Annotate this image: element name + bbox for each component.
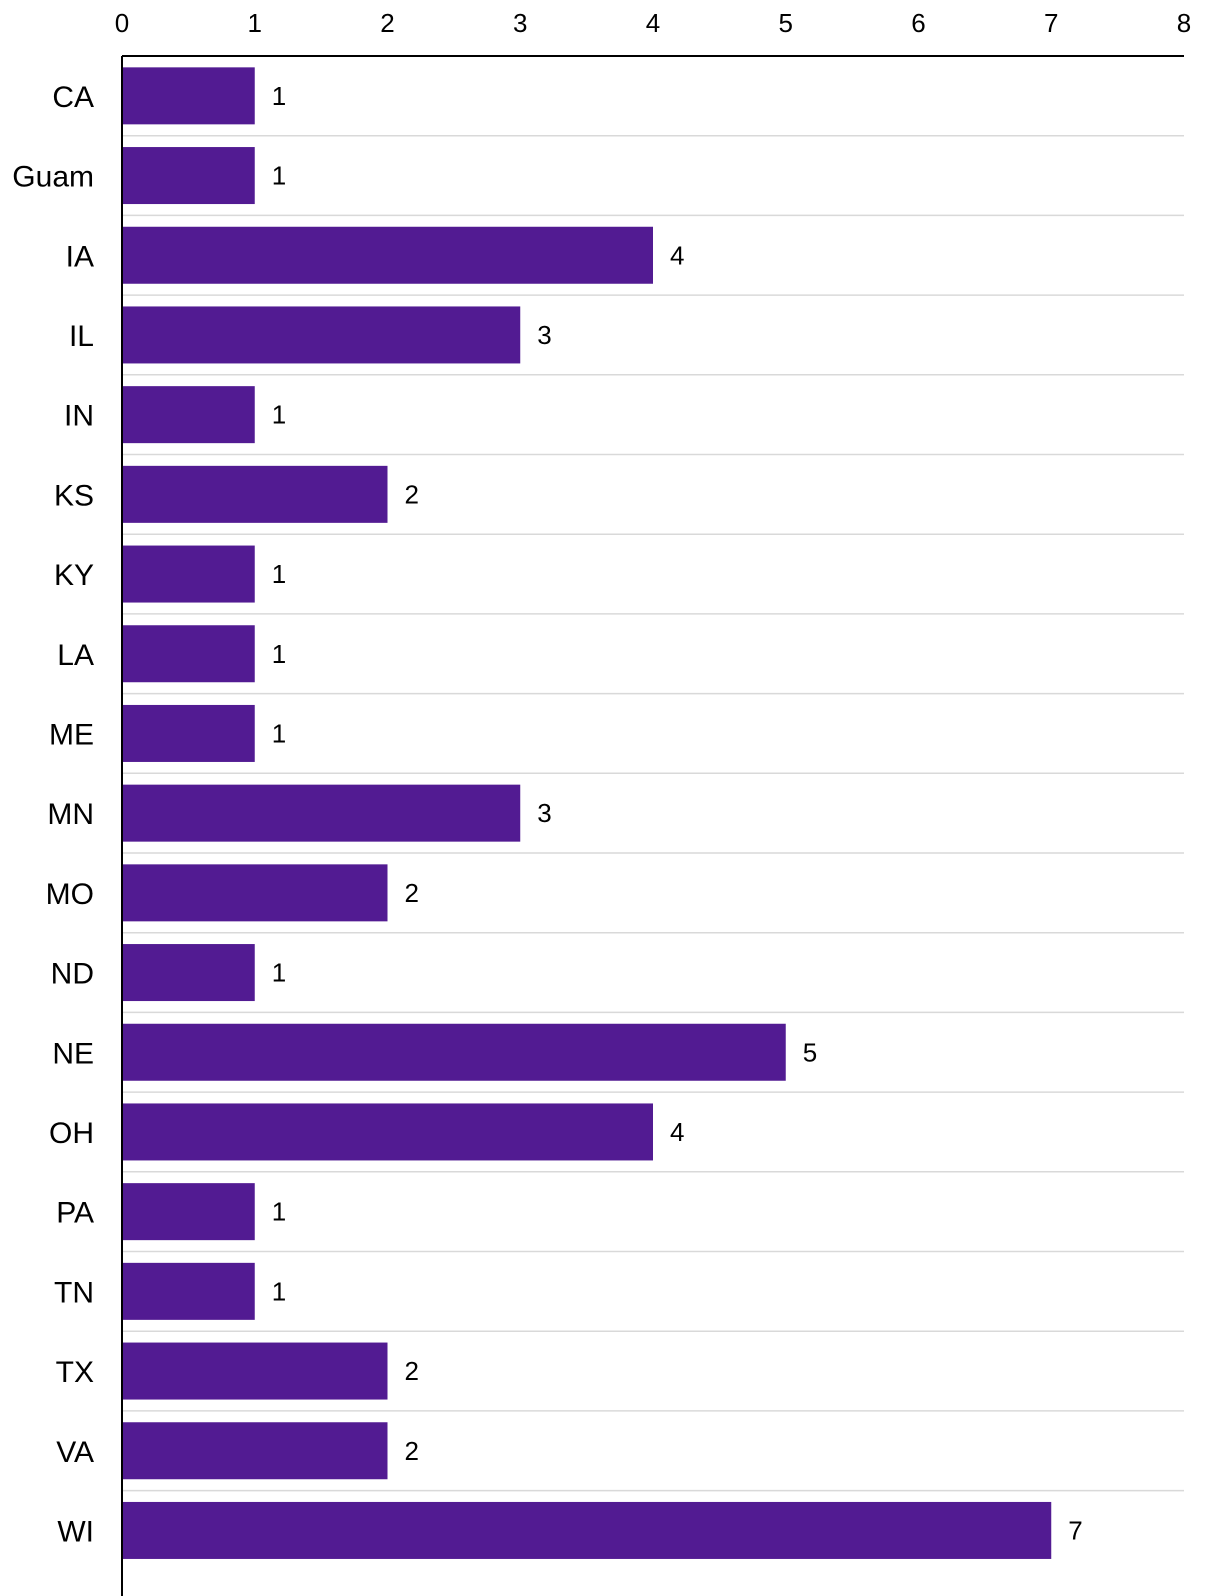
category-label-me: ME xyxy=(49,718,94,751)
bar-ca xyxy=(122,67,255,125)
bar-in xyxy=(122,386,255,444)
data-label-ca: 1 xyxy=(272,81,286,111)
bar-me xyxy=(122,704,255,762)
x-tick-label-3: 3 xyxy=(513,8,527,38)
x-tick-label-8: 8 xyxy=(1177,8,1191,38)
data-label-wi: 7 xyxy=(1068,1515,1082,1545)
bar-ks xyxy=(122,465,388,523)
data-label-va: 2 xyxy=(405,1436,419,1466)
x-tick-label-5: 5 xyxy=(779,8,793,38)
data-label-mo: 2 xyxy=(405,878,419,908)
gridlines xyxy=(122,134,1184,1492)
category-label-wi: WI xyxy=(57,1515,94,1548)
bar-nd xyxy=(122,944,255,1002)
x-tick-label-0: 0 xyxy=(115,8,129,38)
data-label-mn: 3 xyxy=(537,798,551,828)
data-label-tn: 1 xyxy=(272,1276,286,1306)
bar-tn xyxy=(122,1262,255,1320)
bar-va xyxy=(122,1422,388,1480)
bar-il xyxy=(122,306,521,364)
bar-ia xyxy=(122,226,653,284)
x-tick-label-7: 7 xyxy=(1044,8,1058,38)
data-label-guam: 1 xyxy=(272,161,286,191)
data-label-la: 1 xyxy=(272,639,286,669)
category-label-ia: IA xyxy=(66,240,94,273)
bar-tx xyxy=(122,1342,388,1400)
bar-wi xyxy=(122,1501,1052,1559)
bar-mo xyxy=(122,864,388,922)
category-label-mo: MO xyxy=(46,878,94,911)
category-label-ky: KY xyxy=(54,559,94,592)
data-label-ks: 2 xyxy=(405,479,419,509)
data-labels: 1 1 4 3 1 2 1 1 1 3 2 1 5 4 1 1 2 2 7 xyxy=(272,81,1083,1546)
bar-guam xyxy=(122,147,255,205)
bar-ne xyxy=(122,1023,786,1081)
category-label-mn: MN xyxy=(47,798,94,831)
category-label-ne: NE xyxy=(52,1037,94,1070)
category-label-il: IL xyxy=(69,320,94,353)
data-label-ky: 1 xyxy=(272,559,286,589)
data-label-in: 1 xyxy=(272,400,286,430)
bar-pa xyxy=(122,1183,255,1241)
category-label-pa: PA xyxy=(56,1197,94,1230)
category-label-la: LA xyxy=(57,639,94,672)
category-label-ks: KS xyxy=(54,479,94,512)
x-tick-label-2: 2 xyxy=(380,8,394,38)
category-label-oh: OH xyxy=(49,1117,94,1150)
axes xyxy=(121,55,1184,1596)
data-label-ia: 4 xyxy=(670,240,684,270)
data-label-tx: 2 xyxy=(405,1356,419,1386)
x-tick-label-1: 1 xyxy=(248,8,262,38)
x-tick-label-6: 6 xyxy=(911,8,925,38)
category-label-ca: CA xyxy=(52,81,94,114)
x-axis-ticks: 0 1 2 3 4 5 6 7 8 xyxy=(115,8,1191,38)
data-label-ne: 5 xyxy=(803,1037,817,1067)
bar-ky xyxy=(122,545,255,603)
data-label-pa: 1 xyxy=(272,1197,286,1227)
category-label-guam: Guam xyxy=(12,161,94,194)
category-label-tx: TX xyxy=(56,1356,94,1389)
bar-mn xyxy=(122,784,521,842)
data-label-me: 1 xyxy=(272,718,286,748)
bar-la xyxy=(122,625,255,683)
category-label-tn: TN xyxy=(54,1276,94,1309)
category-label-in: IN xyxy=(64,400,94,433)
data-label-il: 3 xyxy=(537,320,551,350)
x-tick-label-4: 4 xyxy=(646,8,660,38)
category-labels: CA Guam IA IL IN KS KY LA ME MN MO ND NE OH PA TN TX VA WI xyxy=(12,81,94,1549)
data-label-oh: 4 xyxy=(670,1117,684,1147)
category-label-nd: ND xyxy=(51,958,94,991)
data-label-nd: 1 xyxy=(272,958,286,988)
category-label-va: VA xyxy=(56,1436,94,1469)
bars xyxy=(122,67,1052,1559)
bar-oh xyxy=(122,1103,653,1161)
